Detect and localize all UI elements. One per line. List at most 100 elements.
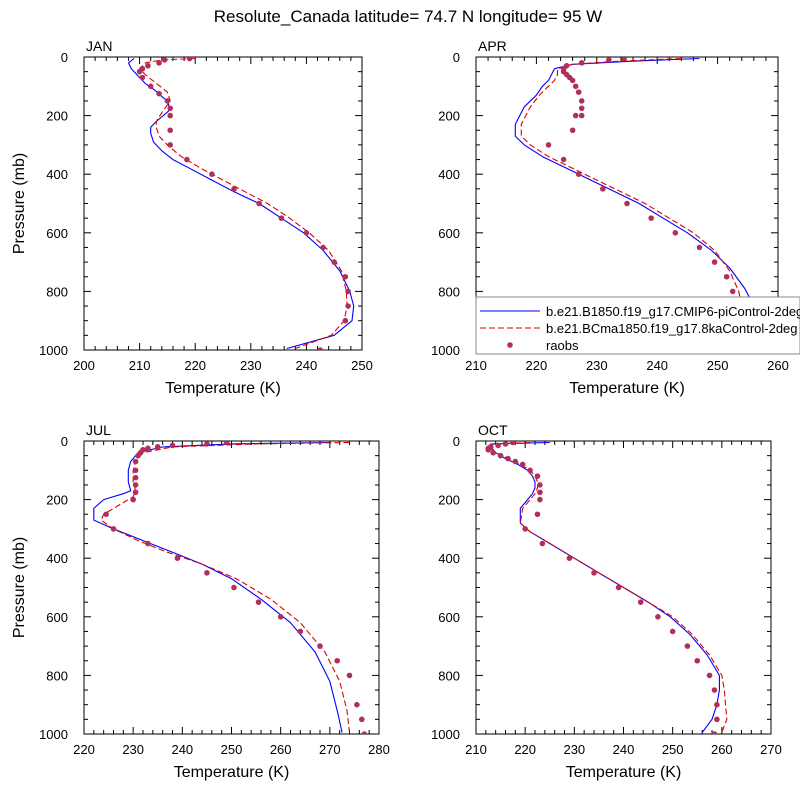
y-tick-label: 400 — [438, 551, 460, 566]
raobs-point — [606, 57, 612, 63]
raobs-point — [537, 496, 543, 503]
x-axis-label: Temperature (K) — [566, 764, 682, 781]
raobs-point — [648, 215, 654, 221]
panels: 200 210 220 230 240 250 0 200 400 600 800 1000 JAN Te… — [11, 38, 789, 781]
raobs-point — [255, 599, 262, 605]
raobs-point — [169, 442, 176, 449]
x-axis-label: Temperature (K) — [165, 380, 281, 397]
raobs-point — [729, 288, 736, 295]
x-tick-label: 230 — [586, 358, 608, 373]
series-line-piControl — [490, 441, 720, 733]
y-axis-label: Pressure (mb) — [11, 537, 28, 638]
raobs-point — [621, 57, 627, 62]
y-axis-label: Pressure (mb) — [11, 153, 28, 254]
raobs-point — [572, 83, 579, 90]
x-tick-label: 250 — [707, 358, 729, 373]
x-tick-label: 240 — [613, 742, 635, 757]
raobs-point — [256, 200, 262, 207]
x-tick-label: 250 — [662, 742, 684, 757]
raobs-point — [342, 317, 349, 324]
raobs-point — [637, 599, 644, 605]
raobs-point — [539, 540, 546, 547]
raobs-point — [130, 496, 136, 503]
raobs-point — [204, 441, 210, 447]
x-tick-label: 250 — [351, 358, 373, 373]
legend-label: raobs — [546, 338, 579, 353]
y-tick-label: 0 — [453, 50, 460, 65]
raobs-point — [672, 230, 679, 236]
y-tick-label: 600 — [46, 610, 68, 625]
raobs-point — [167, 142, 173, 148]
raobs-point — [591, 570, 597, 576]
raobs-point — [184, 156, 190, 163]
x-tick-label: 260 — [711, 742, 733, 757]
raobs-point — [358, 716, 365, 723]
raobs-point — [136, 68, 143, 75]
raobs-point — [204, 570, 210, 576]
raobs-point — [527, 467, 533, 474]
raobs-point — [278, 215, 285, 221]
legend-label: b.e21.B1850.f19_g17.CMIP6-piControl-2deg — [546, 304, 800, 319]
raobs-point — [303, 230, 310, 236]
x-tick-label: 230 — [122, 742, 144, 757]
raobs-point — [231, 186, 237, 192]
raobs-point — [145, 62, 151, 69]
x-tick-label: 220 — [73, 742, 95, 757]
raobs-point — [714, 716, 720, 723]
raobs-point — [167, 105, 173, 112]
raobs-point — [578, 60, 585, 66]
panel-jul: 220 230 240 250 260 270 280 0 200 400 600 800 1000 JU… — [11, 422, 390, 781]
raobs-point — [320, 244, 326, 251]
raobs-point — [578, 105, 585, 112]
y-tick-label: 600 — [46, 226, 68, 241]
legend-marker-raobs — [507, 342, 513, 348]
raobs-point — [156, 60, 162, 66]
raobs-point — [174, 555, 181, 561]
raobs-point — [669, 628, 676, 635]
raobs-point — [534, 511, 541, 518]
raobs-point — [684, 643, 691, 649]
x-tick-label: 260 — [270, 742, 292, 757]
raobs-point — [578, 112, 585, 119]
series-raobs — [103, 441, 368, 734]
raobs-point — [186, 57, 193, 62]
legend-label: b.e21.BCma1850.f19_g17.8kaControl-2deg — [546, 321, 798, 336]
raobs-point — [132, 482, 139, 488]
y-tick-label: 400 — [46, 551, 68, 566]
raobs-point — [135, 452, 141, 459]
x-tick-label: 270 — [319, 742, 341, 757]
x-tick-label: 280 — [368, 742, 390, 757]
raobs-point — [209, 171, 215, 177]
y-tick-label: 400 — [438, 167, 460, 182]
raobs-point — [145, 445, 151, 452]
raobs-point — [624, 200, 630, 207]
raobs-point — [545, 142, 552, 148]
data-area — [93, 441, 368, 734]
raobs-point — [164, 98, 171, 104]
series-line-8kaControl — [520, 57, 743, 349]
raobs-point — [534, 473, 541, 479]
raobs-point — [167, 127, 173, 134]
y-tick-label: 1000 — [431, 343, 460, 358]
raobs-point — [497, 452, 504, 459]
raobs-point — [331, 259, 338, 265]
raobs-point — [537, 489, 543, 496]
x-tick-label: 240 — [296, 358, 318, 373]
series-raobs — [136, 57, 351, 350]
series-line-8kaControl — [139, 57, 348, 350]
raobs-point — [345, 303, 351, 309]
x-axis-label: Temperature (K) — [569, 380, 685, 397]
y-tick-label: 800 — [438, 668, 460, 683]
x-tick-label: 230 — [563, 742, 585, 757]
series-line-piControl — [127, 58, 355, 350]
raobs-point — [569, 77, 576, 84]
y-tick-label: 1000 — [431, 727, 460, 742]
raobs-point — [317, 347, 324, 350]
raobs-point — [334, 657, 341, 664]
raobs-point — [361, 731, 368, 734]
y-tick-label: 0 — [61, 50, 68, 65]
panel-title: JAN — [86, 38, 112, 54]
raobs-point — [231, 584, 237, 591]
x-tick-label: 210 — [465, 742, 487, 757]
y-tick-label: 600 — [438, 226, 460, 241]
